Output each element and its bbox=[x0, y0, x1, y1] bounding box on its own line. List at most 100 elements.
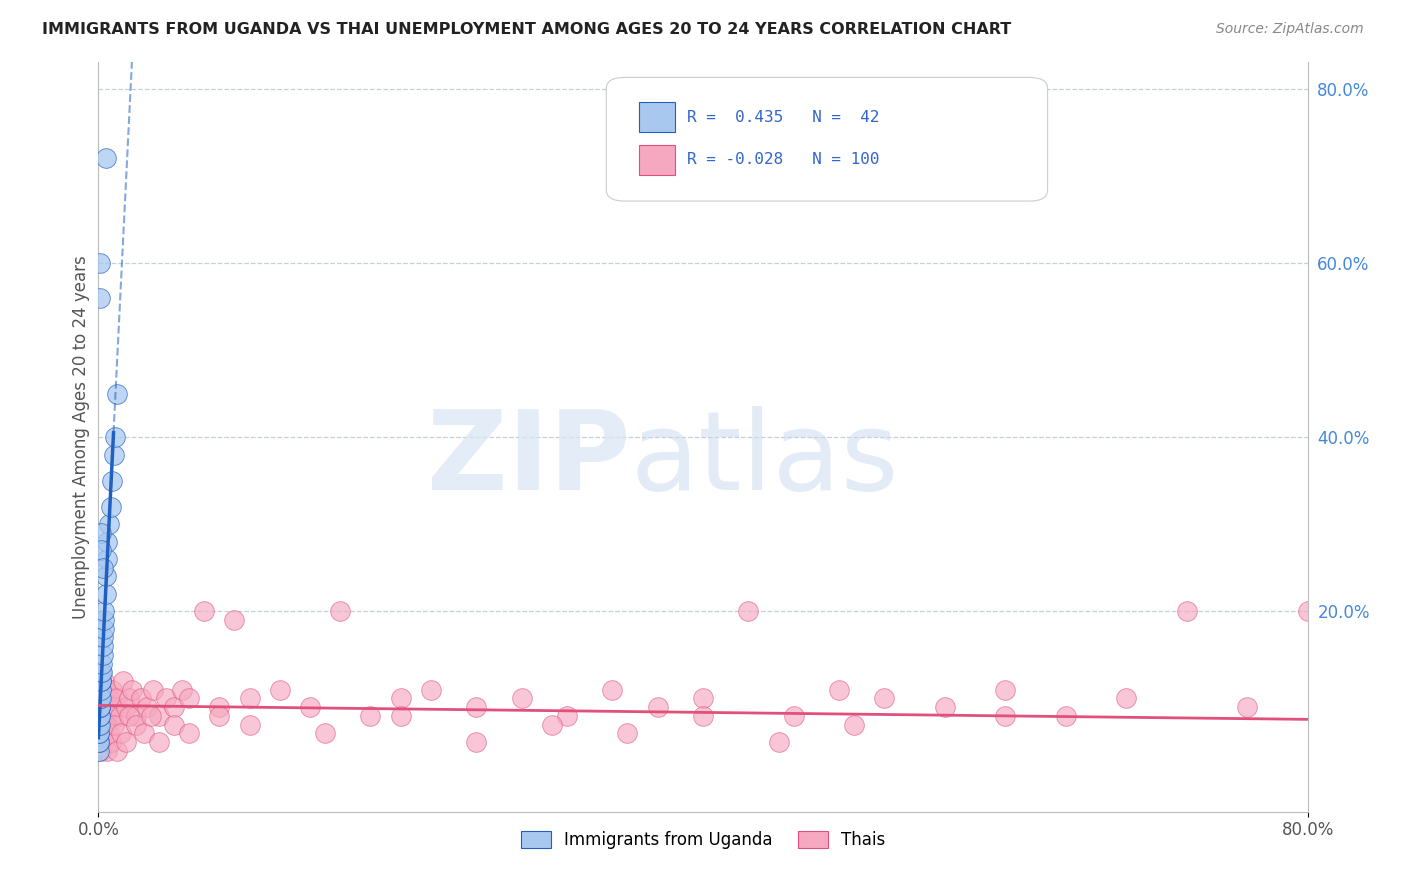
Text: Source: ZipAtlas.com: Source: ZipAtlas.com bbox=[1216, 22, 1364, 37]
Point bbox=[163, 717, 186, 731]
Point bbox=[873, 691, 896, 706]
Point bbox=[108, 709, 131, 723]
Point bbox=[104, 430, 127, 444]
Point bbox=[100, 500, 122, 514]
Point bbox=[94, 587, 117, 601]
Point bbox=[1054, 709, 1077, 723]
Point bbox=[89, 717, 111, 731]
Point bbox=[89, 709, 111, 723]
Point bbox=[420, 682, 443, 697]
Point bbox=[103, 717, 125, 731]
Point bbox=[98, 691, 121, 706]
Text: atlas: atlas bbox=[630, 406, 898, 513]
Point bbox=[1175, 604, 1198, 618]
Point bbox=[93, 717, 115, 731]
Point bbox=[89, 691, 111, 706]
Point bbox=[105, 691, 128, 706]
Point bbox=[148, 735, 170, 749]
Point bbox=[90, 665, 112, 680]
Point bbox=[101, 682, 124, 697]
Point bbox=[98, 517, 121, 532]
Point bbox=[118, 691, 141, 706]
Point bbox=[91, 561, 114, 575]
Point bbox=[616, 726, 638, 740]
Point bbox=[90, 665, 112, 680]
Point bbox=[647, 700, 669, 714]
Point bbox=[89, 735, 111, 749]
Point bbox=[239, 691, 262, 706]
Point bbox=[91, 682, 114, 697]
Point bbox=[783, 709, 806, 723]
Point bbox=[91, 700, 114, 714]
Point bbox=[125, 709, 148, 723]
Point bbox=[208, 709, 231, 723]
Point bbox=[94, 682, 117, 697]
Point bbox=[105, 744, 128, 758]
Point bbox=[100, 709, 122, 723]
Point bbox=[89, 700, 111, 714]
Point bbox=[89, 682, 111, 697]
Point bbox=[844, 717, 866, 731]
Y-axis label: Unemployment Among Ages 20 to 24 years: Unemployment Among Ages 20 to 24 years bbox=[72, 255, 90, 619]
Point bbox=[90, 673, 112, 688]
Point bbox=[89, 665, 111, 680]
Point bbox=[101, 474, 124, 488]
Point bbox=[89, 709, 111, 723]
Point bbox=[329, 604, 352, 618]
Point bbox=[135, 700, 157, 714]
Point bbox=[141, 709, 163, 723]
Point bbox=[89, 700, 111, 714]
Point bbox=[193, 604, 215, 618]
Bar bbox=[638, 103, 675, 132]
Text: ZIP: ZIP bbox=[427, 406, 630, 513]
Point bbox=[1236, 700, 1258, 714]
Point bbox=[89, 691, 111, 706]
Text: R =  0.435   N =  42: R = 0.435 N = 42 bbox=[688, 110, 880, 125]
Point bbox=[105, 386, 128, 401]
Point bbox=[125, 717, 148, 731]
Point bbox=[389, 709, 412, 723]
Point bbox=[465, 700, 488, 714]
Point bbox=[994, 709, 1017, 723]
Point bbox=[94, 709, 117, 723]
Point bbox=[93, 691, 115, 706]
Point bbox=[96, 534, 118, 549]
Point bbox=[163, 700, 186, 714]
Point bbox=[465, 735, 488, 749]
Point bbox=[994, 682, 1017, 697]
Point bbox=[87, 700, 110, 714]
Point bbox=[224, 613, 246, 627]
Point bbox=[299, 700, 322, 714]
Point bbox=[692, 691, 714, 706]
Point bbox=[96, 744, 118, 758]
Point bbox=[828, 682, 851, 697]
Point bbox=[555, 709, 578, 723]
Point bbox=[100, 735, 122, 749]
Point bbox=[91, 639, 114, 653]
Point bbox=[132, 726, 155, 740]
Point bbox=[87, 735, 110, 749]
Point bbox=[118, 709, 141, 723]
Point bbox=[269, 682, 291, 697]
Point bbox=[89, 700, 111, 714]
Point bbox=[360, 709, 382, 723]
Text: IMMIGRANTS FROM UGANDA VS THAI UNEMPLOYMENT AMONG AGES 20 TO 24 YEARS CORRELATIO: IMMIGRANTS FROM UGANDA VS THAI UNEMPLOYM… bbox=[42, 22, 1011, 37]
Point bbox=[142, 682, 165, 697]
Point bbox=[239, 717, 262, 731]
Point bbox=[110, 726, 132, 740]
Point bbox=[90, 682, 112, 697]
Point bbox=[90, 682, 112, 697]
Point bbox=[540, 717, 562, 731]
Point bbox=[87, 735, 110, 749]
Point bbox=[103, 448, 125, 462]
FancyBboxPatch shape bbox=[606, 78, 1047, 201]
Point bbox=[89, 673, 111, 688]
Point bbox=[89, 291, 111, 305]
Point bbox=[90, 543, 112, 558]
Point bbox=[89, 709, 111, 723]
Point bbox=[96, 552, 118, 566]
Point bbox=[1115, 691, 1137, 706]
Point bbox=[155, 691, 177, 706]
Point bbox=[90, 673, 112, 688]
Point bbox=[314, 726, 336, 740]
